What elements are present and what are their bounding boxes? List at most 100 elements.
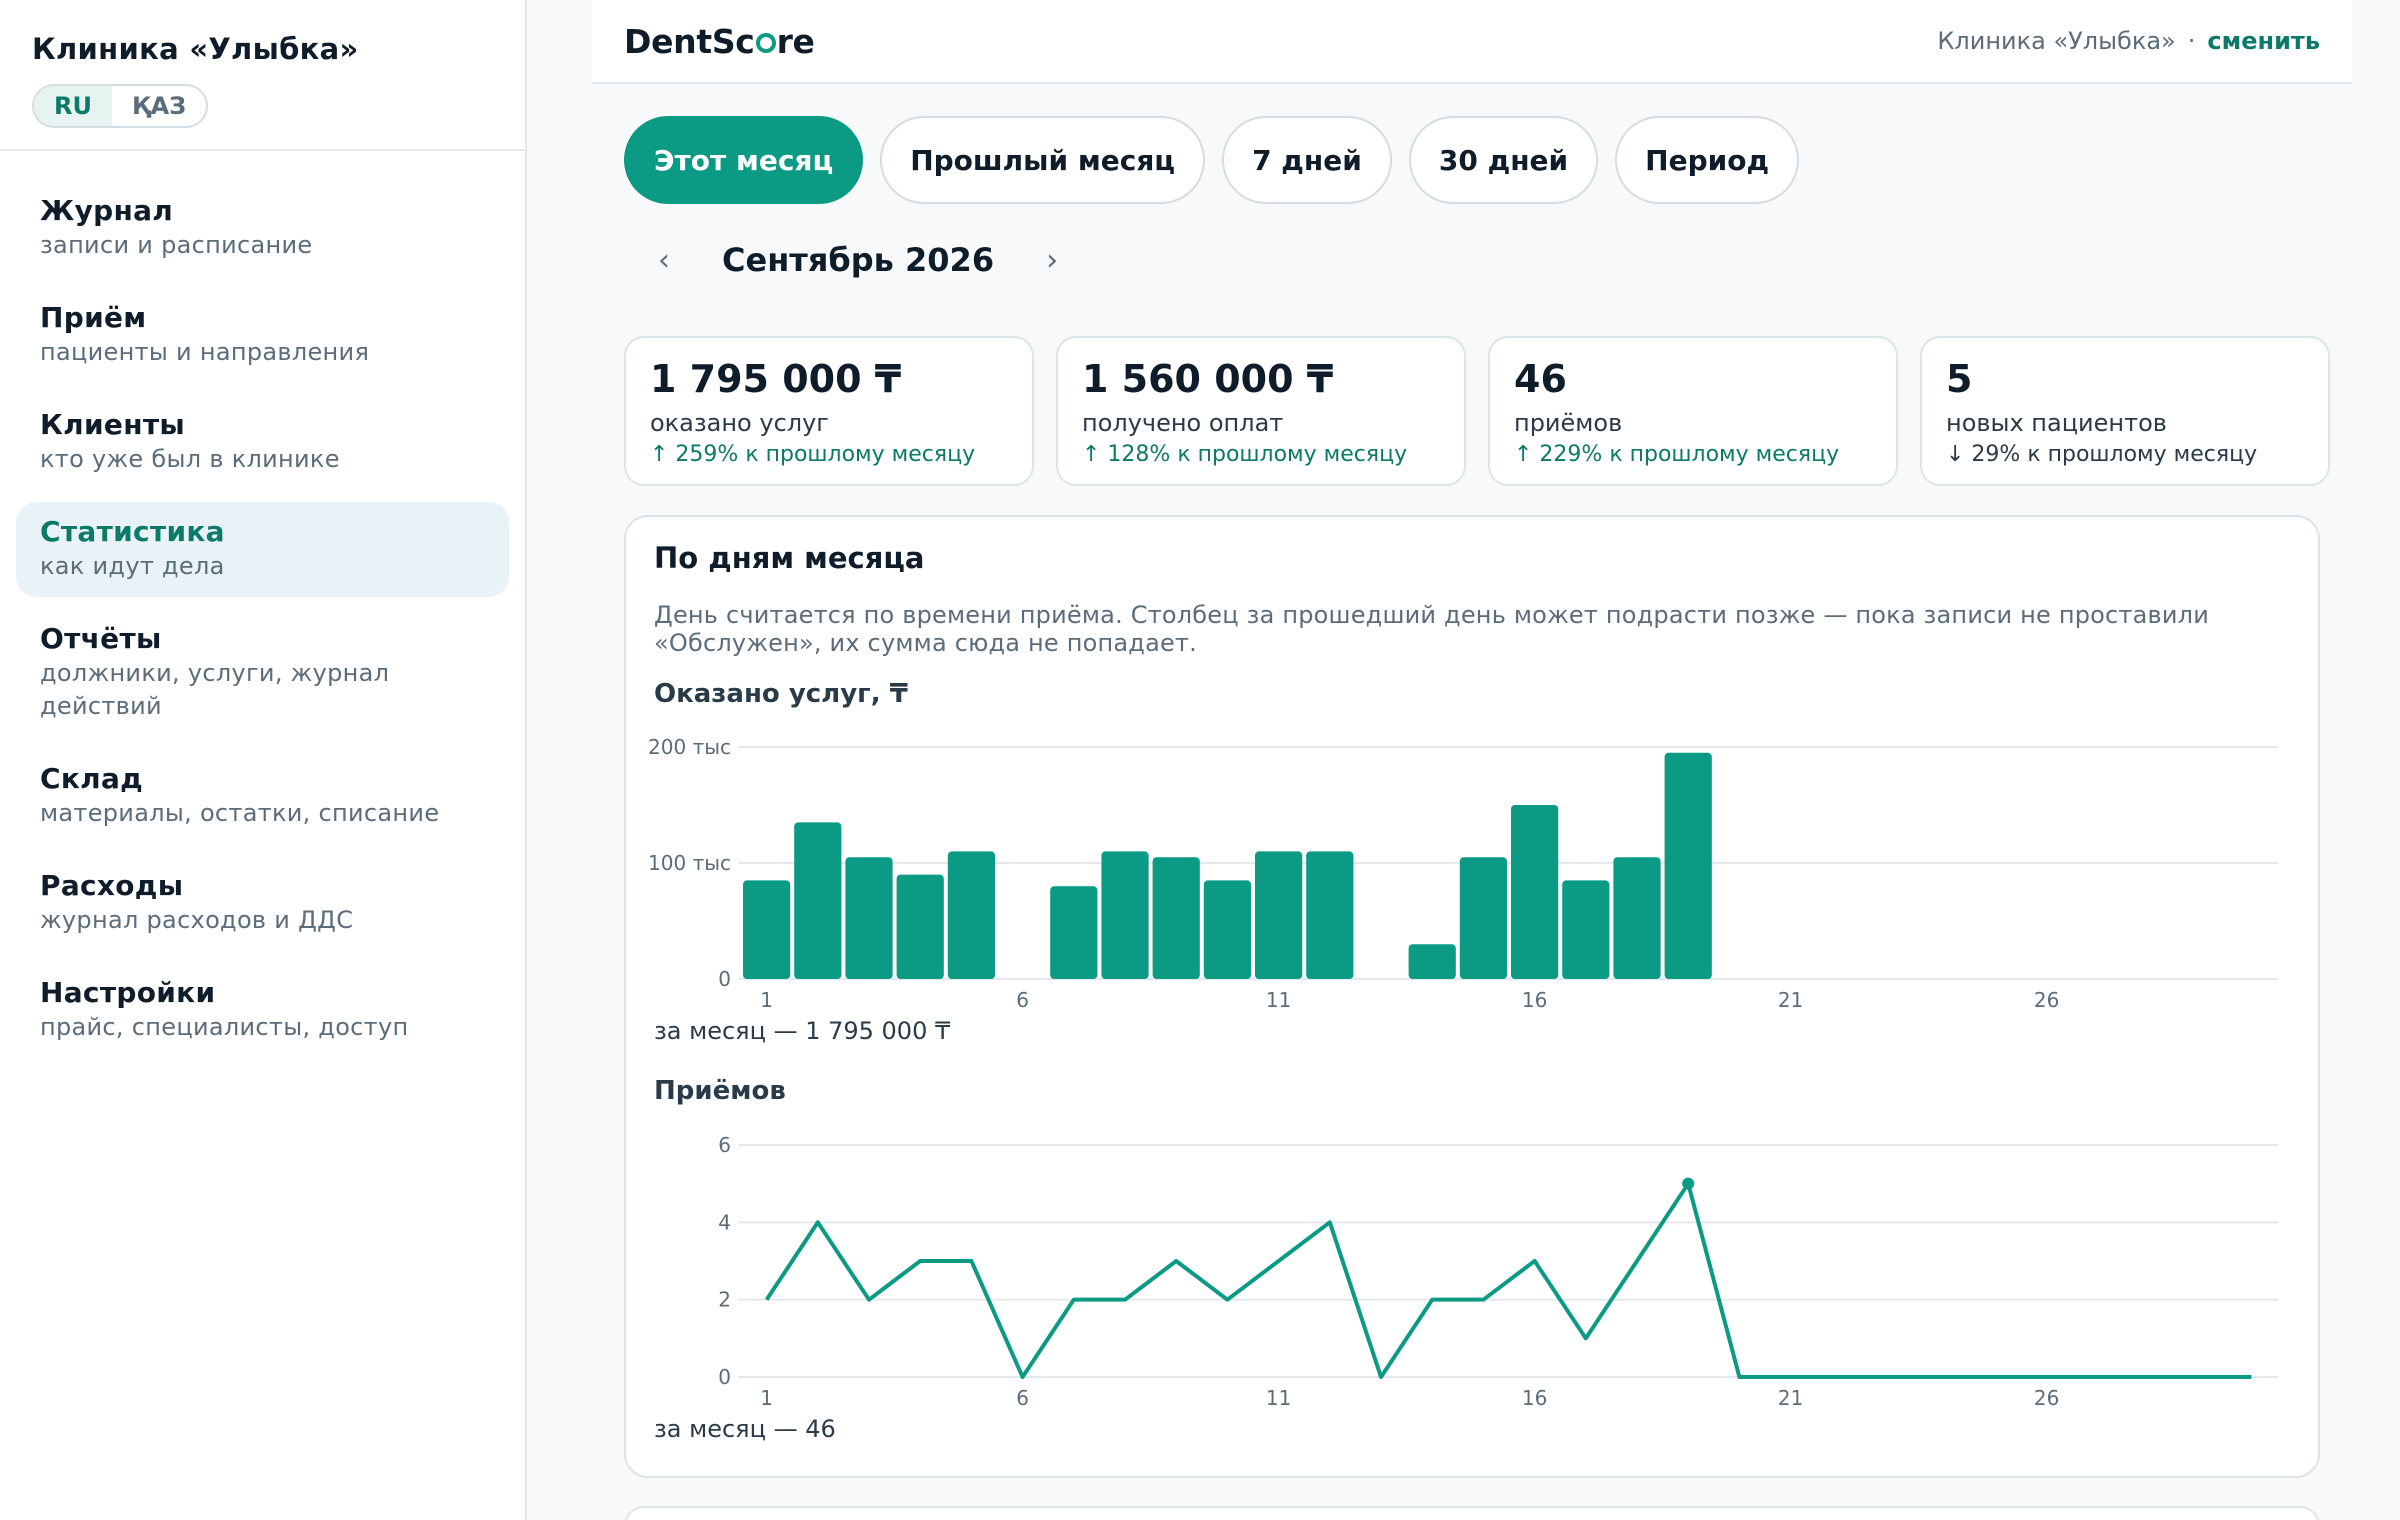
sidebar-item-subtitle: журнал расходов и ДДС <box>40 906 354 934</box>
kpi-value: 1 560 000 ₸ <box>1082 357 1334 401</box>
kpi-value: 46 <box>1514 357 1567 401</box>
tab-30-days[interactable]: 30 дней <box>1408 116 1599 204</box>
change-clinic-link[interactable]: сменить <box>2207 27 2320 55</box>
sidebar-item-statistics[interactable]: Статистика как идут дела <box>16 502 509 597</box>
sidebar-item-title: Журнал <box>40 194 174 227</box>
sidebar-nav: Журнал записи и расписание Приём пациент… <box>0 151 525 1058</box>
x-tick-label: 6 <box>1016 988 1029 1012</box>
lang-kaz-button[interactable]: ҚАЗ <box>131 92 187 120</box>
y-tick-label: 4 <box>718 1210 731 1234</box>
y-tick-label: 0 <box>718 967 731 991</box>
x-tick-label: 16 <box>1522 1386 1547 1410</box>
line-chart-title: Приёмов <box>654 1076 786 1106</box>
period-tabs: Этот месяц Прошлый месяц 7 дней 30 дней … <box>624 116 1800 204</box>
bar <box>1613 857 1661 979</box>
month-navigator: ‹ Сентябрь 2026 › <box>648 240 1068 280</box>
series-line <box>764 1181 2252 1379</box>
sidebar-item-subtitle: должники, услуги, журнал действий <box>40 659 390 720</box>
x-tick-label: 1 <box>760 1386 773 1410</box>
sidebar-item-subtitle: прайс, специалисты, доступ <box>40 1013 409 1041</box>
sidebar-item-warehouse[interactable]: Склад материалы, остатки, списание <box>16 749 509 844</box>
data-point <box>1682 1177 1695 1190</box>
kpi-label: новых пациентов <box>1946 409 2167 437</box>
kpi-value: 1 795 000 ₸ <box>650 357 902 401</box>
sidebar-item-title: Настройки <box>40 976 216 1009</box>
bar <box>1664 752 1712 979</box>
sidebar-item-title: Приём <box>40 301 147 334</box>
bar <box>1050 886 1098 979</box>
kpi-card-services: 1 795 000 ₸ оказано услуг ↑ 259% к прошл… <box>624 336 1034 486</box>
kpi-delta: ↑ 259% к прошлому месяцу <box>650 442 976 467</box>
next-card <box>624 1506 2320 1520</box>
kpi-delta: ↑ 128% к прошлому месяцу <box>1082 442 1408 467</box>
kpi-card-new-patients: 5 новых пациентов ↓ 29% к прошлому месяц… <box>1920 336 2330 486</box>
bar <box>1255 851 1303 979</box>
bar <box>1562 880 1610 979</box>
tab-this-month[interactable]: Этот месяц <box>624 116 864 204</box>
sidebar-item-clients[interactable]: Клиенты кто уже был в клинике <box>16 395 509 490</box>
bar <box>1459 857 1507 979</box>
clinic-switcher: Клиника «Улыбка» · сменить <box>1937 27 2320 55</box>
separator: · <box>2187 27 2196 55</box>
sidebar-item-subtitle: материалы, остатки, списание <box>40 799 440 827</box>
sidebar: Клиника «Улыбка» RU ҚАЗ Журнал записи и … <box>0 0 527 1520</box>
clinic-header: Клиника «Улыбка» RU ҚАЗ <box>0 0 525 151</box>
chevron-left-icon[interactable]: ‹ <box>658 242 670 278</box>
bar <box>1101 851 1149 979</box>
chevron-right-icon[interactable]: › <box>1046 242 1059 278</box>
x-tick-label: 11 <box>1266 988 1291 1012</box>
tab-last-month[interactable]: Прошлый месяц <box>880 116 1206 204</box>
x-tick-label: 21 <box>1778 988 1803 1012</box>
clinic-name: Клиника «Улыбка» <box>32 32 359 66</box>
kpi-cards: 1 795 000 ₸ оказано услуг ↑ 259% к прошл… <box>624 336 2330 486</box>
kpi-card-appointments: 46 приёмов ↑ 229% к прошлому месяцу <box>1488 336 1898 486</box>
kpi-value: 5 <box>1946 357 1973 401</box>
tab-7-days[interactable]: 7 дней <box>1222 116 1392 204</box>
x-tick-label: 21 <box>1778 1386 1803 1410</box>
sidebar-item-subtitle: кто уже был в клинике <box>40 445 340 473</box>
kpi-label: получено оплат <box>1082 409 1284 437</box>
sidebar-item-reception[interactable]: Приём пациенты и направления <box>16 288 509 383</box>
bar <box>1152 857 1200 979</box>
line-chart-total: за месяц — 46 <box>654 1415 836 1443</box>
sidebar-item-subtitle: как идут дела <box>40 552 225 580</box>
bar <box>1511 805 1559 979</box>
topbar: DentSc re Клиника «Улыбка» · сменить <box>592 0 2352 84</box>
sidebar-item-title: Отчёты <box>40 622 162 655</box>
sidebar-item-title: Клиенты <box>40 408 185 441</box>
bar <box>896 874 944 979</box>
card-description: День считается по времени приёма. Столбе… <box>654 601 2209 657</box>
sidebar-item-subtitle: пациенты и направления <box>40 338 370 366</box>
y-tick-label: 0 <box>718 1365 731 1389</box>
sidebar-item-subtitle: записи и расписание <box>40 231 313 259</box>
y-tick-label: 200 тыс <box>648 735 731 759</box>
lang-ru-button[interactable]: RU <box>34 86 112 126</box>
kpi-delta: ↓ 29% к прошлому месяцу <box>1946 442 2258 467</box>
sidebar-item-reports[interactable]: Отчёты должники, услуги, журнал действий <box>16 609 509 737</box>
bar-chart-title: Оказано услуг, ₸ <box>654 679 908 709</box>
bar <box>1203 880 1251 979</box>
bar <box>845 857 893 979</box>
sidebar-item-settings[interactable]: Настройки прайс, специалисты, доступ <box>16 963 509 1058</box>
x-tick-label: 26 <box>2034 1386 2059 1410</box>
logo-text-start: DentSc <box>624 21 755 61</box>
app-logo[interactable]: DentSc re <box>624 22 815 61</box>
current-clinic: Клиника «Улыбка» <box>1937 27 2176 55</box>
logo-text-end: re <box>776 21 815 61</box>
y-tick-label: 100 тыс <box>648 851 731 875</box>
sidebar-item-expenses[interactable]: Расходы журнал расходов и ДДС <box>16 856 509 951</box>
x-tick-label: 26 <box>2034 988 2059 1012</box>
card-title: По дням месяца <box>654 541 925 575</box>
x-tick-label: 6 <box>1016 1386 1029 1410</box>
bar <box>794 822 842 979</box>
x-tick-label: 1 <box>760 988 773 1012</box>
x-tick-label: 16 <box>1522 988 1547 1012</box>
sidebar-item-journal[interactable]: Журнал записи и расписание <box>16 181 509 276</box>
month-label: Сентябрь 2026 <box>722 241 995 279</box>
bar <box>743 880 791 979</box>
tab-period[interactable]: Период <box>1615 116 1800 204</box>
sidebar-item-title: Статистика <box>40 515 225 548</box>
bar <box>947 851 995 979</box>
